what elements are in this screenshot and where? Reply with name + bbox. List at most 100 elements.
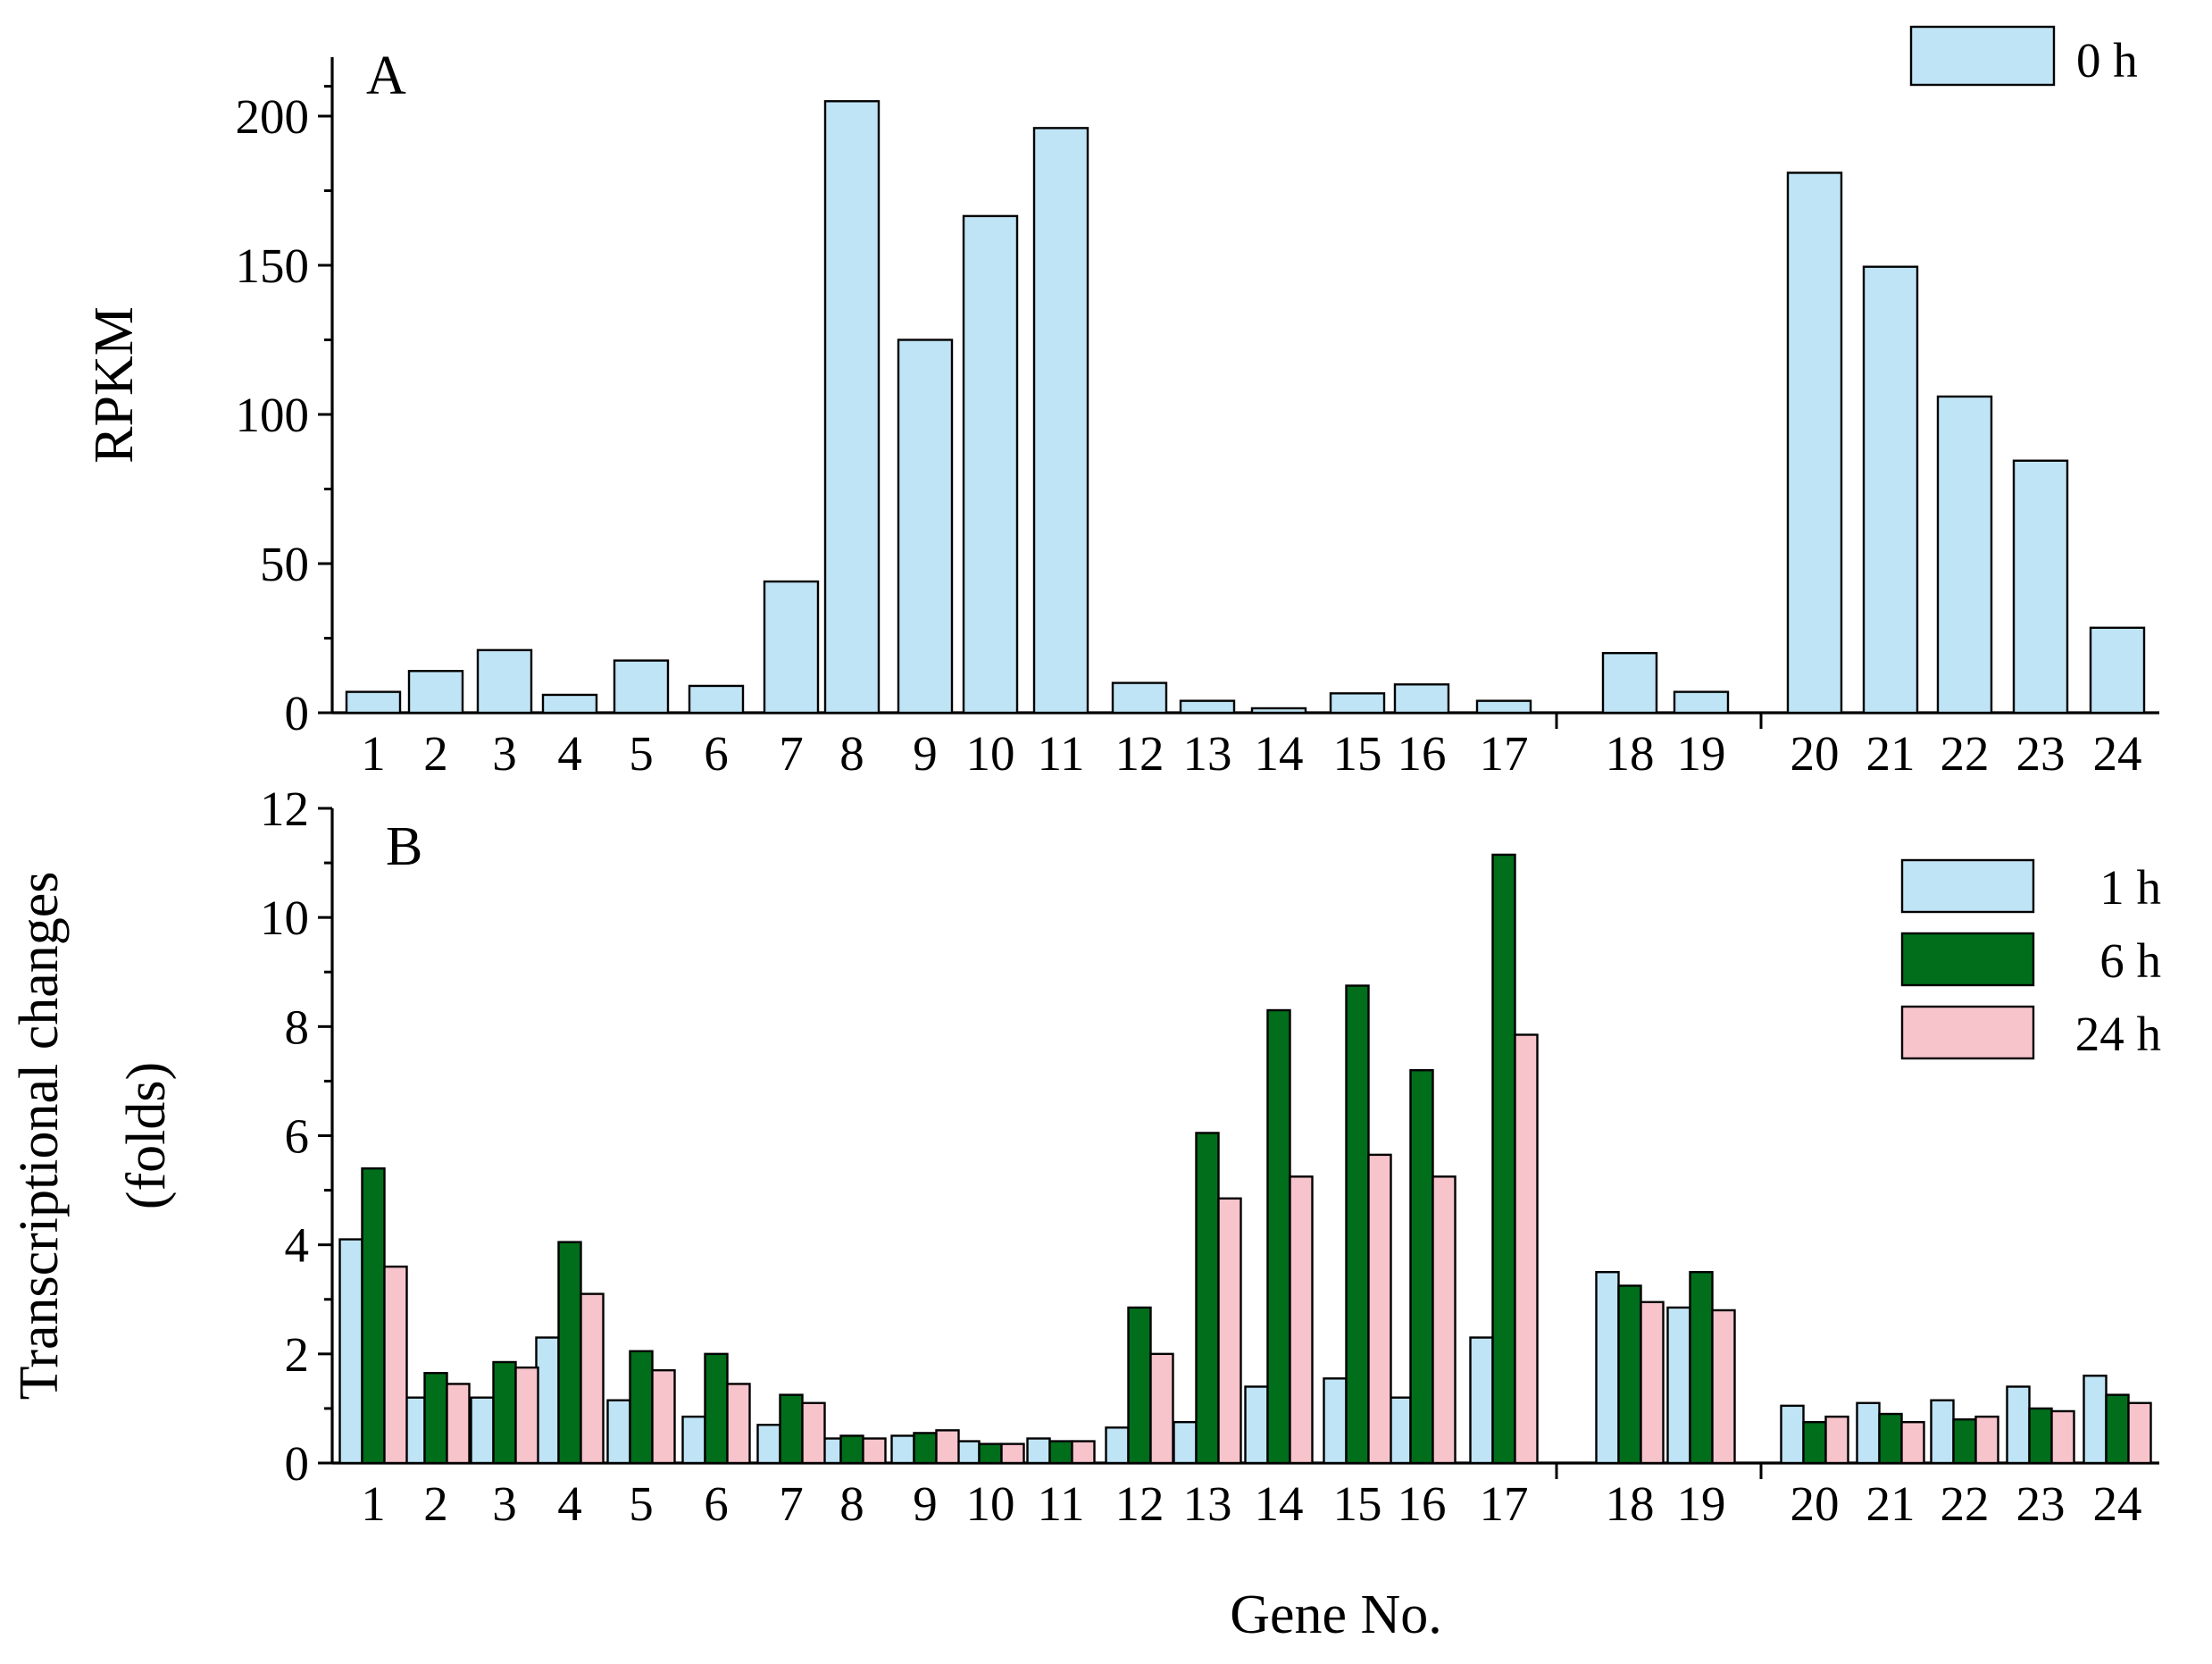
bar <box>897 339 954 715</box>
bar <box>1673 690 1730 715</box>
bar <box>407 670 464 715</box>
y-tick-label: 8 <box>285 999 310 1054</box>
x-tick-label: 18 <box>1606 1476 1655 1531</box>
x-tick-label: 8 <box>839 1476 864 1531</box>
x-tick-label: 4 <box>557 726 582 781</box>
panel-letter: A <box>366 46 406 106</box>
x-tick-label: 2 <box>423 1476 448 1531</box>
bar <box>763 580 820 715</box>
x-tick-label: 7 <box>779 726 804 781</box>
y-tick-label: 10 <box>260 891 309 945</box>
bar <box>1329 692 1386 715</box>
bar <box>1952 1417 1977 1465</box>
bar <box>704 1352 729 1465</box>
x-tick-label: 14 <box>1255 726 1304 781</box>
bar <box>1289 1175 1314 1465</box>
x-tick-label: 23 <box>2016 726 2066 781</box>
bar <box>1475 699 1532 715</box>
bar <box>2012 459 2069 715</box>
bar <box>613 659 670 715</box>
y-tick-label: 0 <box>285 1436 310 1491</box>
bar <box>470 1396 495 1465</box>
bar <box>1250 707 1307 715</box>
x-tick-label: 4 <box>557 1476 582 1531</box>
x-axis-title: Gene No. <box>1230 1585 1442 1645</box>
x-tick-label: 20 <box>1790 726 1840 781</box>
x-tick-label: 1 <box>361 726 386 781</box>
bar <box>1514 1033 1539 1465</box>
bar <box>1595 1271 1620 1465</box>
y-tick-label: 200 <box>236 89 310 144</box>
bar <box>1179 699 1236 715</box>
bar <box>606 1399 631 1465</box>
x-tick-label: 2 <box>423 726 448 781</box>
bar <box>1936 395 1993 715</box>
bar <box>1032 127 1089 715</box>
x-tick-label: 5 <box>629 726 654 781</box>
series-1h <box>338 1238 2108 1465</box>
bar <box>2089 626 2146 715</box>
legend-label: 24 h <box>2075 1007 2161 1061</box>
bar <box>1048 1440 1073 1465</box>
y-tick-label: 12 <box>260 782 309 836</box>
y-tick-label: 150 <box>236 238 310 293</box>
bar <box>1111 681 1168 715</box>
y-tick-label: 4 <box>285 1218 310 1273</box>
y-tick-label: 6 <box>285 1109 310 1164</box>
bar <box>446 1383 471 1465</box>
bar <box>492 1360 517 1465</box>
x-tick-label: 12 <box>1115 1476 1164 1531</box>
y-tick-label: 50 <box>260 537 309 591</box>
bar <box>1409 1068 1434 1465</box>
x-tick-label: 13 <box>1183 726 1232 781</box>
x-ticks: 1 2 3 4 5 6 7 8 9 10 11 12 13 14 15 16 17 18 19 20 21 22 23 24 <box>361 713 2142 781</box>
x-tick-label: 13 <box>1183 1476 1232 1531</box>
bar <box>1149 1352 1174 1465</box>
bar <box>1173 1420 1198 1465</box>
bar <box>1856 1401 1881 1465</box>
series-6h <box>361 853 2130 1465</box>
bar <box>1432 1175 1457 1465</box>
y-tick-label: 100 <box>236 388 310 442</box>
bars <box>338 853 2152 1465</box>
bar <box>823 100 881 715</box>
series-0h <box>345 100 2146 715</box>
legend-label: 0 h <box>2076 33 2138 88</box>
y-tick-label: 0 <box>285 686 310 740</box>
bar <box>2083 1375 2108 1465</box>
x-tick-label: 15 <box>1333 726 1382 781</box>
series-24h <box>383 1033 2152 1465</box>
bar <box>2006 1385 2031 1465</box>
x-tick-label: 17 <box>1480 726 1529 781</box>
bar <box>1244 1385 1269 1465</box>
x-tick-label: 9 <box>913 1476 938 1531</box>
bar <box>383 1265 408 1465</box>
bar <box>557 1241 582 1465</box>
legend-swatch <box>1900 1005 2035 1060</box>
bar <box>1780 1404 1805 1465</box>
bar <box>862 1437 887 1465</box>
bar <box>651 1368 676 1465</box>
bar <box>756 1424 781 1465</box>
y-ticks: 0 50 100 150 200 <box>236 85 332 740</box>
x-tick-label: 8 <box>839 726 864 781</box>
x-tick-label: 3 <box>492 726 517 781</box>
bar <box>913 1432 938 1465</box>
bar <box>1105 1426 1130 1465</box>
bar <box>956 1440 981 1465</box>
x-tick-label: 6 <box>704 1476 729 1531</box>
x-tick-label: 10 <box>966 726 1015 781</box>
x-tick-label: 11 <box>1038 726 1085 781</box>
bar <box>681 1415 706 1465</box>
bars <box>345 100 2146 715</box>
x-tick-label: 10 <box>966 1476 1015 1531</box>
bar <box>1617 1284 1642 1465</box>
bar <box>1367 1153 1392 1465</box>
bar <box>1491 853 1516 1465</box>
legend-label: 1 h <box>2099 860 2161 915</box>
x-tick-label: 14 <box>1255 1476 1304 1531</box>
x-tick-label: 9 <box>913 726 938 781</box>
legend-swatch <box>1900 932 2035 987</box>
x-tick-label: 17 <box>1480 1476 1529 1531</box>
bar <box>1601 652 1658 715</box>
